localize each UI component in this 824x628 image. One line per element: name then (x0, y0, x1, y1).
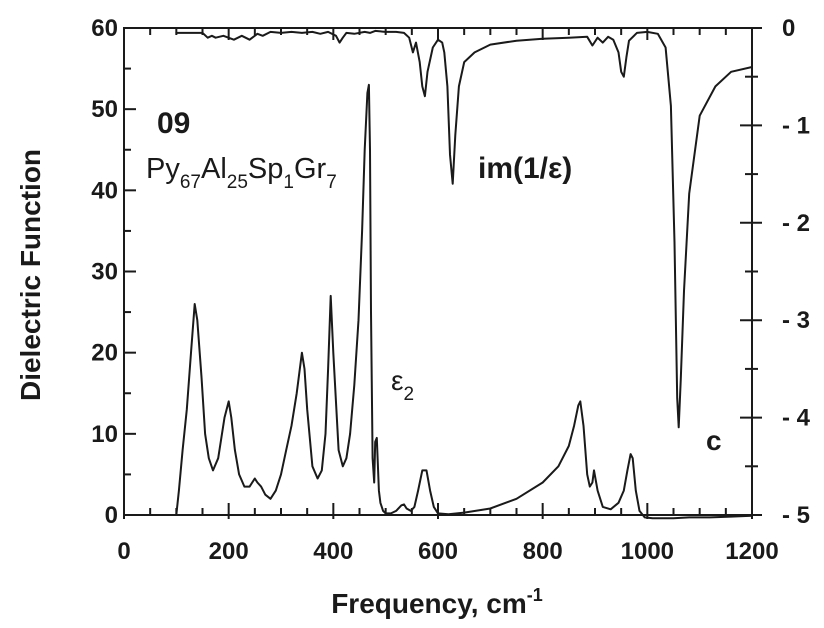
eps2-sub: 2 (403, 384, 414, 405)
left-tick-label: 0 (105, 502, 118, 529)
composition-sub-1: 67 (180, 172, 201, 193)
series-layer (175, 29, 753, 520)
x-tick-label: 800 (523, 538, 563, 565)
left-tick-label: 60 (91, 15, 118, 42)
eps2-series-label: ε2 (391, 365, 414, 405)
x-tick-label: 1000 (621, 538, 674, 565)
right-tick-label: - 5 (782, 502, 810, 529)
left-tick-label: 40 (91, 177, 118, 204)
sample-id-label: 09 (157, 107, 190, 140)
right-tick-label: - 3 (782, 307, 810, 334)
panel-letter: c (706, 425, 722, 456)
x-tick-label: 0 (117, 538, 130, 565)
composition-el-4: Gr (294, 153, 327, 185)
x-tick-label: 600 (418, 538, 458, 565)
composition-sub-2: 25 (227, 172, 248, 193)
x-tick-label: 400 (313, 538, 353, 565)
x-axis-title: Frequency, cm-1 (331, 585, 543, 619)
series-line-eps2 (175, 83, 753, 520)
x-axis-title-sup: -1 (527, 585, 543, 605)
left-axis-ticks: 0 10 20 30 40 50 60 (91, 15, 136, 529)
left-tick-label: 10 (91, 421, 118, 448)
right-tick-label: - 2 (782, 210, 810, 237)
right-tick-label: 0 (782, 15, 795, 42)
y-axis-title: Dielectric Function (15, 149, 46, 401)
x-axis-ticks: 0 200 400 600 800 1000 1200 (117, 28, 779, 565)
plot-frame (123, 27, 753, 516)
x-tick-label: 200 (209, 538, 249, 565)
composition-sub-3: 1 (283, 172, 294, 193)
left-tick-label: 50 (91, 96, 118, 123)
right-tick-label: - 4 (782, 405, 811, 432)
right-axis-ticks: 0 - 1 - 2 - 3 - 4 - 5 (740, 15, 811, 529)
left-tick-label: 20 (91, 340, 118, 367)
right-tick-label: - 1 (782, 112, 810, 139)
im-series-label: im(1/ε) (478, 152, 572, 185)
composition-sub-4: 7 (326, 172, 337, 193)
series-line-im-inverse-eps (175, 29, 753, 429)
composition-el-3: Sp (248, 153, 283, 185)
composition-el-2: Al (201, 153, 227, 185)
x-axis-title-main: Frequency, cm (331, 588, 527, 619)
eps2-base: ε (391, 365, 403, 396)
left-tick-label: 30 (91, 259, 118, 286)
composition-el-1: Py (146, 153, 180, 185)
composition-label: Py67Al25Sp1Gr7 (146, 153, 337, 193)
x-tick-label: 1200 (725, 538, 778, 565)
